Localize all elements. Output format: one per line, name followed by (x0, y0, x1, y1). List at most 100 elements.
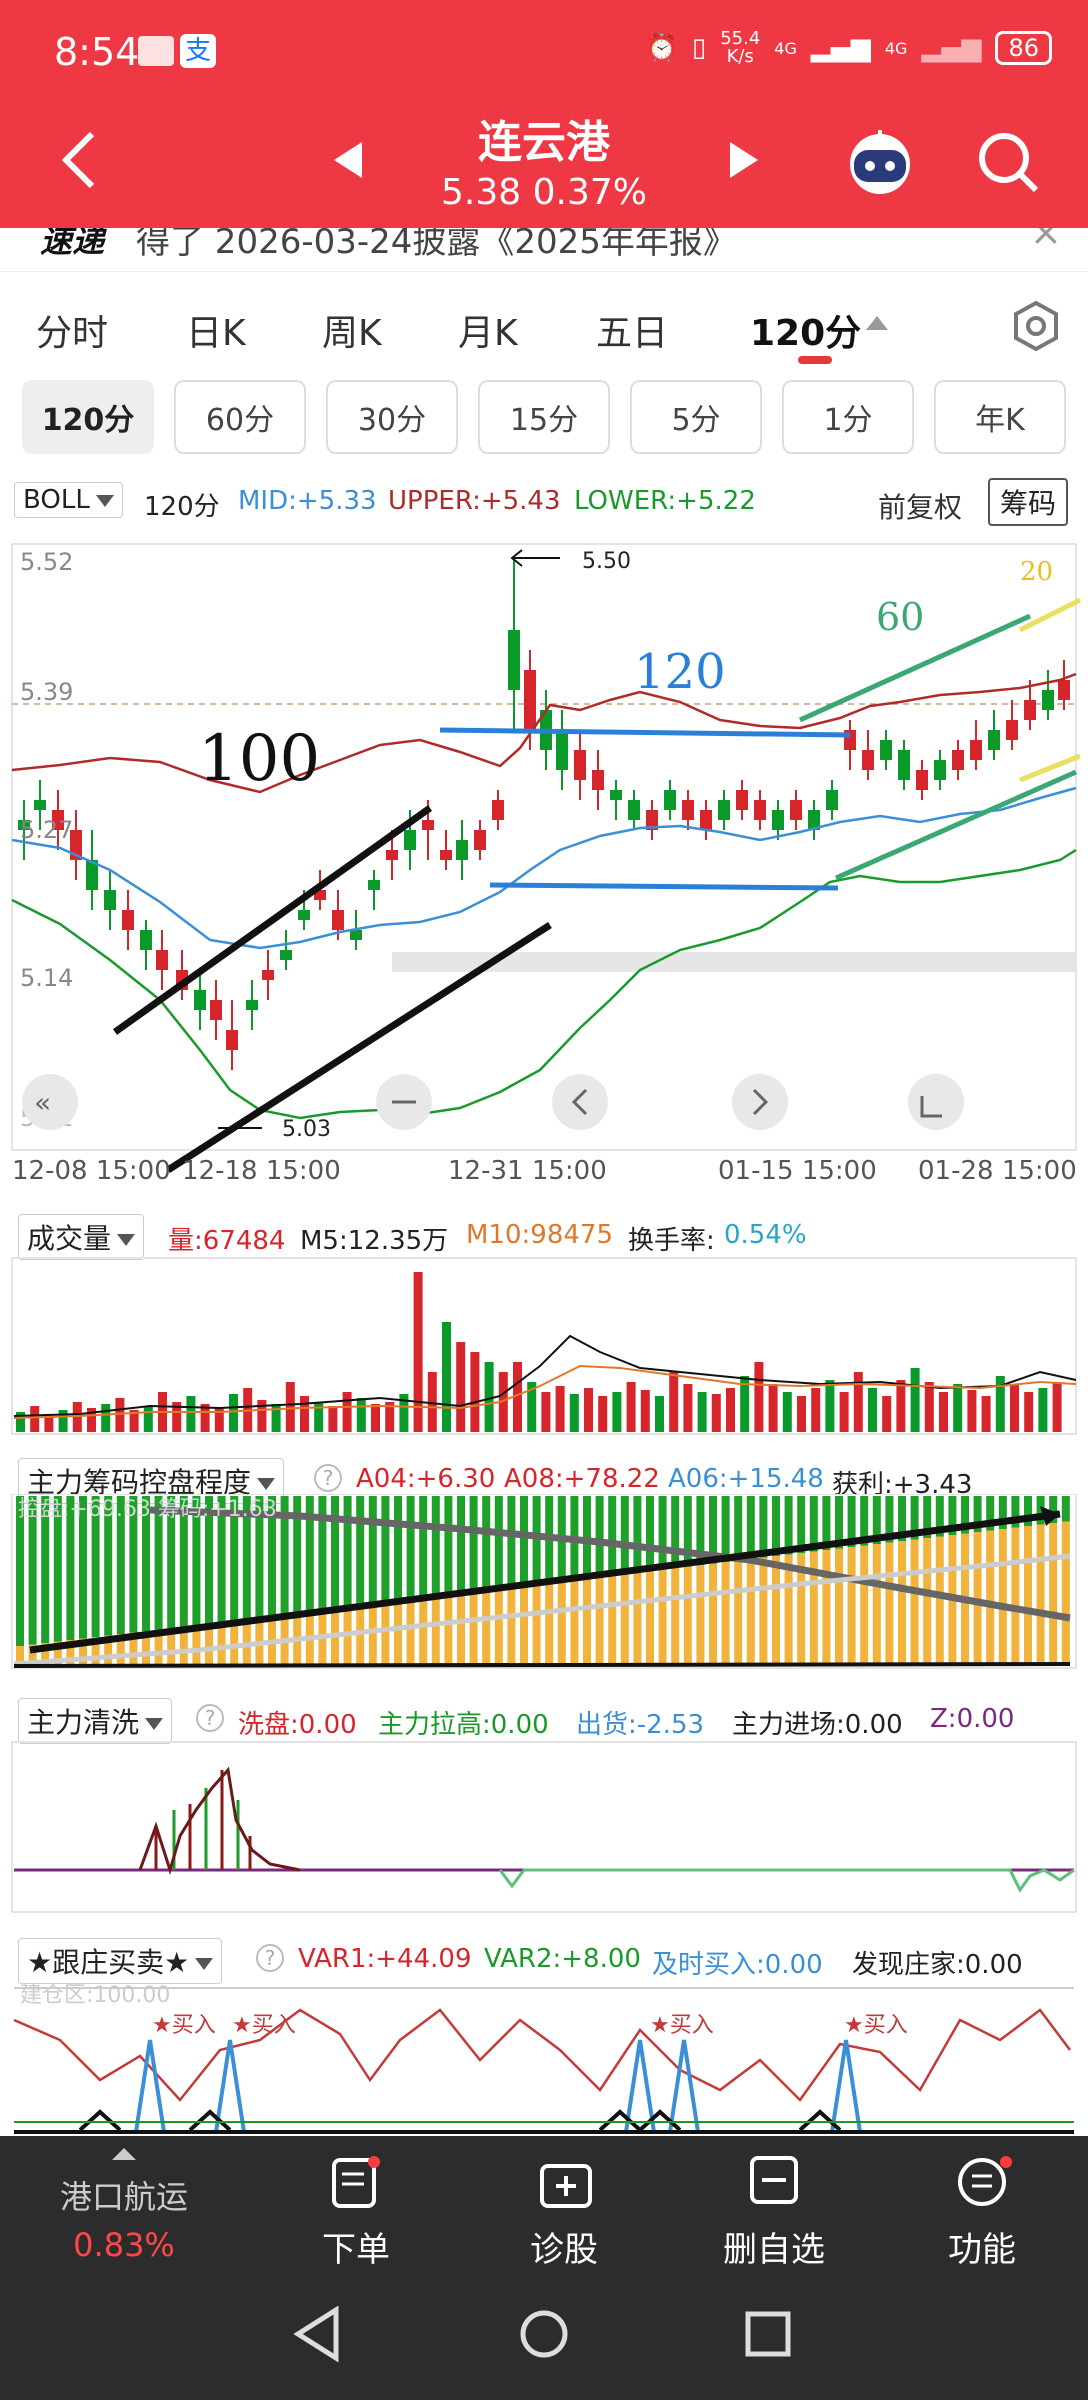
chips-chart: 控盘:+69.63 筹码:+1.68 (11, 1494, 1077, 1669)
help-icon[interactable]: ? (314, 1464, 342, 1492)
system-recents-icon[interactable] (744, 2310, 792, 2358)
net-speed: 55.4 K/s (720, 28, 761, 67)
volume-bar (87, 1408, 96, 1432)
tab-daily-k[interactable]: 日K (186, 313, 246, 354)
buy-mark-3: ★买入 (650, 2013, 714, 2038)
hand-hline-lower (489, 882, 839, 891)
help-icon[interactable]: ? (256, 1944, 284, 1972)
volume-bar (513, 1362, 522, 1432)
follow-select[interactable]: ★跟庄买卖★ (18, 1938, 223, 1984)
wash-header: 主力清洗 ? 洗盘:0.00 主力拉高:0.00 出货:-2.53 主力进场:0… (0, 1696, 1088, 1744)
order-button[interactable]: 下单 (276, 2136, 436, 2271)
candle-body (880, 740, 892, 760)
chips-base-line (13, 1662, 1071, 1668)
stock-name: 连云港 (478, 117, 610, 168)
help-icon[interactable]: ? (196, 1704, 224, 1732)
tab-weekly-k[interactable]: 周K (322, 313, 382, 354)
volume-select[interactable]: 成交量 (18, 1214, 145, 1260)
chips-green-bar (646, 1496, 654, 1571)
candle-body (524, 670, 536, 730)
interval-yearly[interactable]: 年K (934, 380, 1066, 454)
chips-green-bar (116, 1496, 125, 1634)
chips-orange-bar (368, 1604, 377, 1666)
tab-five-day[interactable]: 五日 (596, 313, 669, 354)
candle-body (754, 800, 766, 820)
chips-green-bar (507, 1496, 516, 1588)
candle-body (556, 730, 568, 770)
price-adjust[interactable]: 前复权 (878, 491, 963, 524)
news-banner[interactable]: 速递 得了 2026-03-24披露《2025年年报》 × (0, 228, 1088, 272)
scroll-left-button[interactable] (552, 1074, 608, 1130)
close-icon[interactable]: × (1030, 228, 1062, 254)
candle-body (122, 910, 134, 930)
price-axis: 5.52 5.39 5.27 5.14 5.01 (20, 548, 73, 1132)
chips-green-bar (961, 1496, 969, 1534)
fullscreen-button[interactable] (908, 1074, 964, 1130)
turnover-label: 换手率: (628, 1226, 715, 1256)
chips-orange-bar (381, 1602, 390, 1666)
interval-5min[interactable]: 5分 (630, 380, 762, 454)
interval-60min[interactable]: 60分 (174, 380, 306, 454)
robot-assistant-icon[interactable] (840, 126, 920, 196)
interval-120min[interactable]: 120分 (22, 380, 154, 454)
interval-1min[interactable]: 1分 (782, 380, 914, 454)
settings-icon[interactable] (1010, 300, 1062, 352)
hand-channel-lower (834, 769, 1078, 881)
wash-frame (11, 1741, 1077, 1913)
chips-green-bar (368, 1496, 377, 1604)
candle-body (226, 1030, 238, 1050)
candle-body (474, 830, 486, 850)
volume-bar (655, 1396, 664, 1432)
volume-bar (271, 1404, 281, 1432)
hand-label-120: 120 (634, 644, 726, 700)
hand-yellow-lower (1019, 753, 1081, 783)
interval-30min[interactable]: 30分 (326, 380, 458, 454)
prev-stock-icon[interactable] (334, 142, 364, 178)
scroll-right-button[interactable] (732, 1074, 788, 1130)
tab-timeshare[interactable]: 分时 (36, 313, 109, 354)
app-notify-icon (138, 36, 174, 66)
chips-green-bar (822, 1496, 831, 1550)
interval-buttons: 120分 60分 30分 15分 5分 1分 年K (0, 380, 1088, 462)
tab-120min[interactable]: 120分 (750, 313, 862, 354)
volume-bar (115, 1398, 125, 1432)
chips-orange-bar (998, 1529, 1007, 1666)
chips-green-bar (280, 1496, 289, 1615)
system-home-icon[interactable] (518, 2308, 570, 2360)
chips-green-bar (394, 1496, 402, 1601)
remove-favorite-button[interactable]: 删自选 (694, 2136, 854, 2271)
chips-orange-bar (356, 1605, 365, 1666)
banner-text: 得了 2026-03-24披露《2025年年报》 (136, 228, 737, 262)
candle-body (988, 730, 1000, 750)
chips-a04: A04:+6.30 (356, 1464, 496, 1494)
chips-orange-bar (595, 1577, 604, 1666)
chips-button[interactable]: 筹码 (988, 478, 1069, 526)
volume-bar (300, 1396, 309, 1432)
zoom-out-button[interactable] (22, 1074, 78, 1130)
kline-chart[interactable]: 100 120 60 20 5.52 5.39 5.27 5.14 5.01 5… (0, 530, 1088, 1190)
chips-orange-bar (154, 1629, 163, 1666)
chips-orange-bar (230, 1620, 239, 1666)
candle-body (210, 1000, 222, 1020)
buy-spike (134, 2039, 166, 2133)
interval-15min[interactable]: 15分 (478, 380, 610, 454)
next-stock-icon[interactable] (728, 142, 758, 178)
double-left-icon: « (34, 1086, 51, 1119)
volume-bar (101, 1404, 111, 1432)
volume-bar (726, 1388, 735, 1432)
volume-bar (385, 1402, 395, 1432)
functions-button[interactable]: 功能 (902, 2136, 1062, 2271)
chips-green-bar (885, 1496, 894, 1543)
chips-orange-bar (507, 1587, 516, 1666)
search-icon[interactable] (976, 130, 1040, 194)
chips-green-bar (179, 1496, 188, 1627)
candle-body (492, 800, 504, 820)
back-icon[interactable] (60, 130, 100, 190)
system-back-icon[interactable] (292, 2306, 342, 2362)
volume-bar (257, 1400, 267, 1432)
diagnose-button[interactable]: 诊股 (484, 2136, 644, 2271)
wash-select[interactable]: 主力清洗 (18, 1698, 173, 1744)
tab-monthly-k[interactable]: 月K (458, 313, 518, 354)
indicator-select[interactable]: BOLL (14, 482, 123, 518)
order-icon (332, 2156, 380, 2208)
